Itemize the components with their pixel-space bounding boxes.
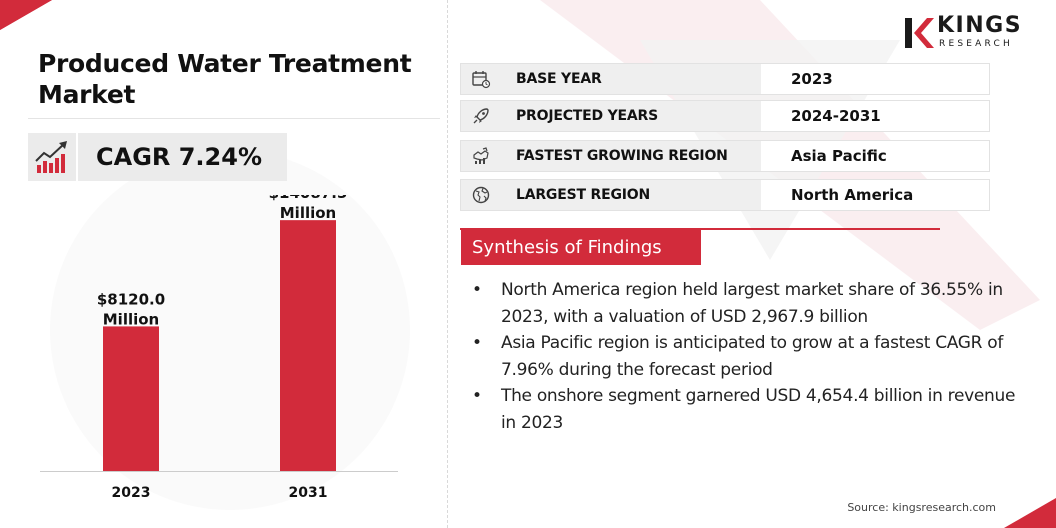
- info-row-largest-region: LARGEST REGION North America: [460, 179, 990, 211]
- info-key: LARGEST REGION: [501, 180, 761, 210]
- rocket-icon: [473, 108, 489, 124]
- info-row-projected-years: PROJECTED YEARS 2024-2031: [460, 100, 990, 132]
- data-label-2023: Million: [103, 310, 159, 328]
- kings-research-logo: KINGS RESEARCH: [903, 13, 1033, 52]
- logo-mark-icon: [905, 18, 934, 48]
- info-key: BASE YEAR: [501, 64, 761, 94]
- data-label-2031: Million: [280, 204, 336, 222]
- cagr-badge: CAGR 7.24%: [78, 133, 287, 181]
- synthesis-heading: Synthesis of Findings: [461, 230, 701, 265]
- market-size-bar-chart: $8120.0 Million 2023 $14087.5 Million 2031: [40, 195, 398, 501]
- x-tick-label: 2023: [112, 485, 151, 501]
- bar-2023: [103, 326, 159, 471]
- info-value: 2024-2031: [791, 107, 881, 125]
- growth-map-icon: [473, 147, 489, 164]
- trend-chart-icon: [35, 141, 67, 173]
- info-key: PROJECTED YEARS: [501, 101, 761, 131]
- info-value: Asia Pacific: [791, 147, 887, 165]
- data-label-2023: $8120.0: [97, 290, 165, 308]
- bar-2031: [280, 220, 336, 471]
- vertical-divider: [447, 0, 448, 528]
- source-credit: Source: kingsresearch.com: [847, 501, 996, 514]
- logo-subtitle: RESEARCH: [939, 39, 1013, 49]
- info-value: 2023: [791, 70, 833, 88]
- info-icon-cell: [461, 141, 501, 171]
- x-tick-label: 2031: [289, 485, 328, 501]
- info-icon-cell: [461, 180, 501, 210]
- info-row-fastest-growing-region: FASTEST GROWING REGION Asia Pacific: [460, 140, 990, 172]
- findings-list: North America region held largest market…: [470, 277, 1030, 436]
- info-row-base-year: BASE YEAR 2023: [460, 63, 990, 95]
- corner-accent-bottom-right: [1004, 498, 1056, 528]
- finding-item: The onshore segment garnered USD 4,654.4…: [470, 383, 1030, 436]
- logo-word: KINGS: [937, 13, 1023, 38]
- info-icon-cell: [461, 101, 501, 131]
- finding-item: Asia Pacific region is anticipated to gr…: [470, 330, 1030, 383]
- finding-item: North America region held largest market…: [470, 277, 1030, 330]
- corner-accent-top-left: [0, 0, 52, 30]
- data-label-2031: $14087.5: [269, 195, 348, 202]
- globe-icon: [472, 186, 490, 204]
- info-value: North America: [791, 186, 914, 204]
- info-icon-cell: [461, 64, 501, 94]
- page-title: Produced Water Treatment Market: [38, 49, 412, 109]
- cagr-icon-box: [28, 133, 76, 181]
- info-key: FASTEST GROWING REGION: [501, 141, 761, 171]
- title-underline: [28, 118, 440, 119]
- calendar-icon: [472, 71, 491, 89]
- synthesis-rule: [460, 228, 940, 230]
